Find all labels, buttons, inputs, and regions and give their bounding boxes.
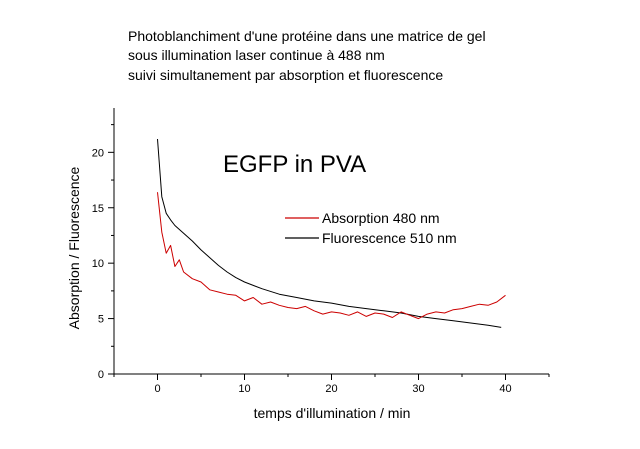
x-axis-label: temps d'illumination / min: [254, 405, 411, 421]
legend-label-absorption: Absorption 480 nm: [322, 210, 440, 226]
x-tick-label: 40: [499, 383, 511, 395]
series-line-fluorescence: [157, 138, 502, 328]
x-tick-label: 30: [412, 383, 424, 395]
chart-annotation: EGFP in PVA: [223, 151, 366, 178]
y-tick-label: 10: [92, 258, 104, 270]
legend: Absorption 480 nm Fluorescence 510 nm: [285, 210, 457, 246]
y-tick-label: 20: [92, 147, 104, 159]
series-line-absorption: [157, 192, 506, 320]
y-axis-label: Absorption / Fluorescence: [66, 166, 82, 329]
chart-title-line-2: sous illumination laser continue à 488 n…: [128, 47, 385, 63]
x-tick-label: 10: [238, 383, 250, 395]
chart-title-line-3: suivi simultanement par absorption et fl…: [128, 67, 444, 83]
legend-label-fluorescence: Fluorescence 510 nm: [322, 230, 457, 246]
x-tick-label: 20: [325, 383, 337, 395]
y-tick-label: 15: [92, 203, 104, 215]
series-layer: [157, 138, 506, 328]
y-tick-label: 0: [98, 369, 104, 381]
axis-ticks: 0 10 20 30 40 0 5 10 15 20: [92, 124, 550, 395]
chart-title-line-1: Photoblanchiment d'une protéine dans une…: [128, 28, 486, 44]
y-tick-label: 5: [98, 314, 104, 326]
x-tick-label: 0: [154, 383, 160, 395]
